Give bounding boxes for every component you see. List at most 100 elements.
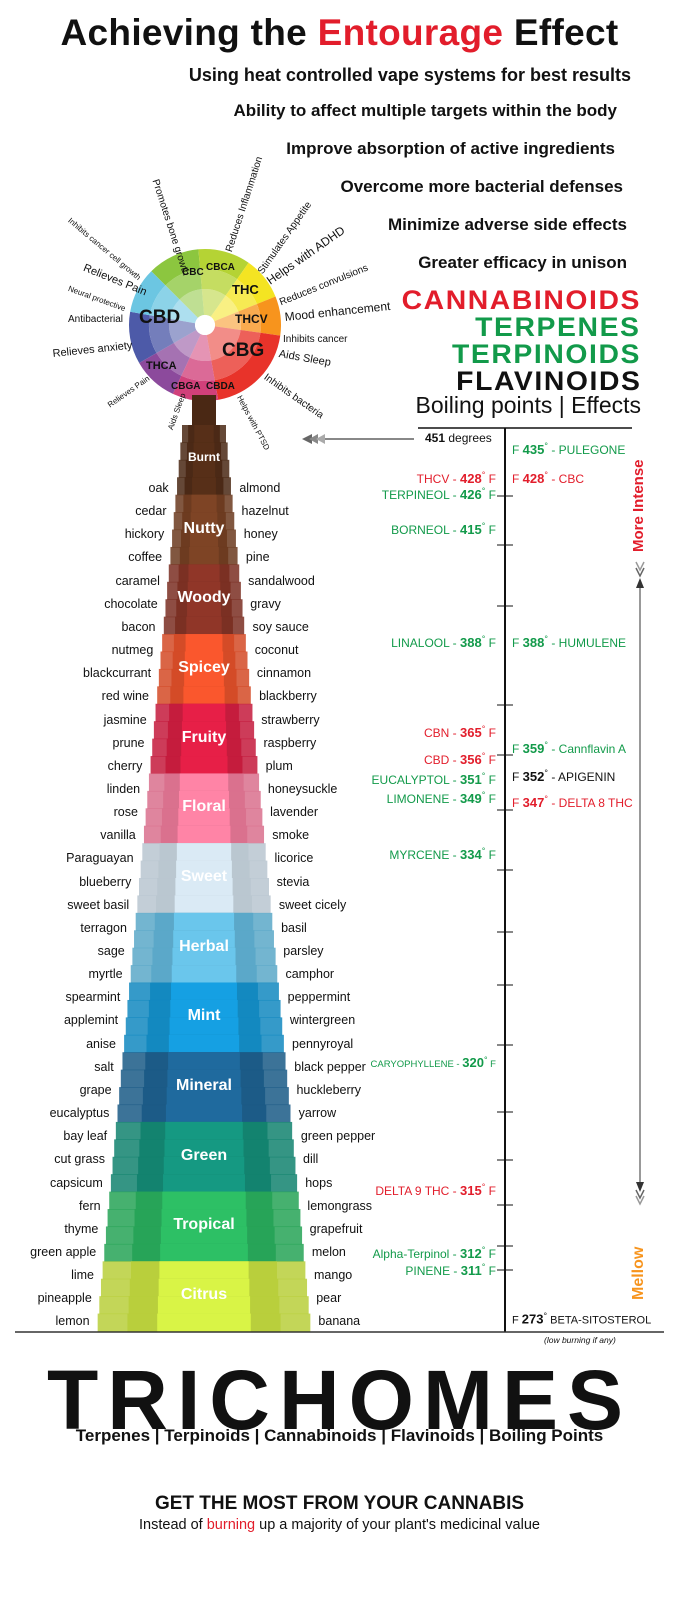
tower-band-fruity: [182, 703, 226, 722]
flavor-left: blueberry: [79, 874, 132, 889]
flavor-left: green apple: [30, 1244, 97, 1259]
tower-band-mineral: [165, 1104, 243, 1123]
wheel-segment-cbca: [198, 249, 249, 280]
effect-neural-protective: Neural protective: [66, 284, 127, 314]
tower-band-floral: [179, 773, 229, 792]
flavor-right: grapefruit: [309, 1221, 363, 1236]
boiling-point-left: PINENE - 311° F: [405, 1262, 496, 1278]
flavor-left: cedar: [135, 504, 167, 519]
tower-band-tropical: [162, 1191, 246, 1210]
flavor-left: nutmeg: [111, 643, 154, 658]
tower-band-sweet: [175, 878, 233, 897]
tower-band-spicey: [184, 668, 224, 687]
wheel-label-cbc: CBC: [182, 267, 204, 278]
footer-post: up a majority of your plant's medicinal …: [255, 1517, 540, 1533]
flavor-left: prune: [112, 735, 145, 750]
tower-band-burnt: [193, 442, 215, 461]
effect-inflammation: Reduces Inflammation: [224, 155, 266, 254]
boiling-effects-heading: Boiling points | Effects: [416, 392, 641, 419]
wheel-segment-cbga: [156, 343, 190, 376]
wheel-segment-cbd: [149, 285, 180, 319]
wheel-segment-cbd: [130, 271, 166, 316]
band-label-citrus: Citrus: [180, 1286, 228, 1304]
wheel-segment-cbga: [139, 353, 182, 394]
wheel-segment-thcv: [214, 311, 241, 331]
trichomes-subtitle: Terpenes | Terpinoids | Cannabinoids | F…: [75, 1426, 604, 1445]
flavor-left: linden: [106, 781, 141, 796]
footer-tagline: Instead of burning up a majority of your…: [0, 1517, 679, 1533]
flavor-left: terragon: [80, 920, 127, 935]
top-temp-unit: degrees: [448, 431, 492, 445]
boiling-scale: [15, 427, 664, 1333]
tower-band-sweet: [176, 843, 232, 862]
title-pre: Achieving the: [60, 12, 318, 53]
flavor-right: mango: [314, 1268, 353, 1283]
flavor-left: fern: [79, 1198, 101, 1213]
boiling-point-right: F 388° - HUMULENE: [512, 634, 626, 650]
top-temp-label: 451 degrees: [425, 431, 492, 445]
flavor-left: lemon: [55, 1314, 90, 1329]
wheel-label-thca: THCA: [146, 360, 177, 372]
wheel-label-cbg: CBG: [222, 340, 265, 361]
flavor-left: pineapple: [37, 1291, 92, 1306]
flavor-tower: [97, 395, 311, 1332]
benefit-6: Greater efficacy in unison: [418, 253, 627, 272]
low-burning-note: (low burning if any): [544, 1335, 616, 1345]
boiling-point-right: F 359° - Cannflavin A: [512, 740, 627, 756]
tower-band-nutty: [191, 494, 217, 513]
effect-antibacterial: Antibacterial: [68, 314, 124, 325]
tower-band-herbal: [171, 965, 237, 984]
band-label-tropical: Tropical: [173, 1216, 235, 1234]
tower-band-citrus: [157, 1296, 251, 1315]
tower-band-spicey: [183, 686, 225, 705]
wheel-segment-thc: [225, 279, 257, 312]
wheel-label-cbd: CBD: [139, 307, 181, 328]
flavor-left: hickory: [124, 527, 165, 542]
tower-band-sweet: [174, 895, 234, 914]
cannabinoid-wheel: [129, 249, 281, 401]
flavor-right: camphor: [285, 967, 335, 982]
wheel-label-cbda: CBDA: [206, 381, 235, 392]
flavor-right: licorice: [274, 851, 314, 866]
boiling-point-right: F 347° - DELTA 8 THC: [512, 794, 633, 810]
flavor-right: peppermint: [287, 990, 351, 1005]
boiling-point-left: CARYOPHYLLENE - 320° F: [370, 1055, 496, 1071]
flavor-right: pear: [316, 1291, 342, 1306]
tower-band-nutty: [190, 512, 218, 531]
flavor-right: green pepper: [300, 1129, 376, 1144]
flavor-right: honeysuckle: [267, 781, 338, 796]
wheel-segment-cbda: [172, 375, 219, 401]
flavor-right: hops: [305, 1175, 333, 1190]
band-label-sweet: Sweet: [180, 868, 228, 885]
flavor-right: stevia: [276, 874, 310, 889]
tower-band-tropical: [160, 1226, 248, 1245]
benefit-2: Ability to affect multiple targets withi…: [233, 101, 617, 120]
flavor-left: coffee: [128, 550, 163, 565]
flavor-right: cinnamon: [256, 666, 312, 681]
flavor-left: cherry: [107, 758, 143, 773]
flavor-right: yarrow: [298, 1106, 337, 1121]
band-label-herbal: Herbal: [179, 937, 229, 955]
effect-mood: Mood enhancement: [284, 298, 391, 324]
wheel-label-cbga: CBGA: [171, 381, 201, 392]
flavor-right: gravy: [250, 596, 281, 611]
tower-band-nutty: [189, 529, 219, 548]
wheel-segment-thcv: [256, 296, 281, 336]
flavor-right: soy sauce: [252, 619, 309, 634]
boiling-point-right: F 352° - APIGENIN: [512, 768, 616, 784]
flavor-left: rose: [113, 805, 138, 820]
flavor-right: coconut: [254, 643, 299, 658]
flavor-left: Paraguayan: [66, 851, 134, 866]
top-temp-value: 451: [425, 431, 446, 445]
tower-band-fruity: [180, 756, 228, 775]
flavor-right: raspberry: [263, 735, 317, 750]
flavor-right: honey: [243, 527, 278, 542]
tower-band-green: [163, 1156, 245, 1175]
flavor-right: blackberry: [259, 689, 317, 704]
wheel-segment-cbga: [173, 330, 201, 358]
flavor-right: almond: [239, 481, 281, 495]
footer-pre: Instead of: [139, 1517, 207, 1533]
boiling-point-left: MYRCENE - 334° F: [389, 846, 496, 862]
tower-band-green: [165, 1121, 243, 1140]
flavor-right: smoke: [272, 828, 310, 843]
